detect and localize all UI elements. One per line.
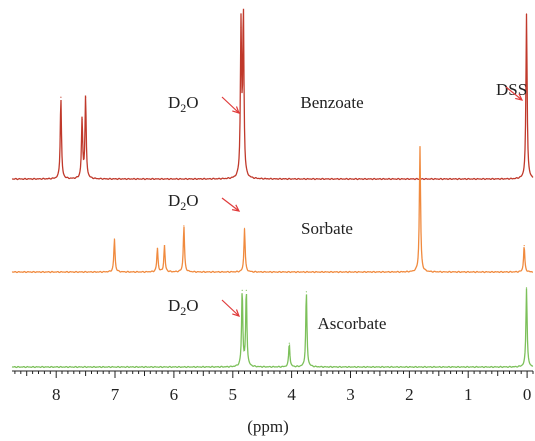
spectrum-trace-ascorbate [11,288,534,369]
peak-marker-sorbate-6 [523,245,525,247]
series-label-ascorbate: Ascorbate [318,314,387,333]
peak-marker-ascorbate-4 [525,287,528,289]
peak-marker-sorbate-1 [156,247,158,249]
x-tick-label-1: 1 [464,385,473,404]
peak-marker-sorbate-5 [419,146,421,148]
peak-marker-sorbate-2 [163,245,166,247]
peak-marker-ascorbate-2 [288,342,290,344]
series-label-sorbate: Sorbate [301,219,353,238]
x-tick-label-7: 7 [111,385,120,404]
annotation-arrow-line-d2o-sorbate [221,197,240,212]
peak-marker-ascorbate-0 [241,289,243,291]
annotation-arrow-line-d2o-ascorbate [221,299,240,317]
annotation-arrow-line-d2o-benzoate [221,96,240,114]
spectrum-trace-sorbate [11,146,533,274]
x-tick-label-0: 0 [523,385,532,404]
annotation-d2o-sorbate: D2O [168,191,199,213]
peak-marker-ascorbate-1 [245,289,247,291]
annotation-arrowhead-d2o-ascorbate [232,309,241,317]
x-tick-label-2: 2 [405,385,414,404]
spectrum-trace-benzoate [11,8,534,181]
peak-marker-benzoate-5 [525,13,528,15]
peak-marker-sorbate-3 [183,225,185,227]
annotation-arrowhead-d2o-sorbate [231,204,241,212]
annotations-group: Benzoate Sorbate Ascorbate D2O DSS D2O D2O [168,80,527,333]
peak-marker-benzoate-3 [240,26,242,28]
peak-marker-ascorbate-3 [305,291,307,293]
x-axis-title: (ppm) [247,417,289,436]
peak-marker-sorbate-0 [113,238,115,240]
peak-marker-benzoate-0 [60,96,62,98]
peak-marker-benzoate-1 [81,119,83,121]
spectra-group [11,8,534,369]
annotation-dss: DSS [496,80,527,99]
peak-marker-benzoate-4 [242,13,244,15]
x-tick-label-8: 8 [52,385,61,404]
x-tick-label-4: 4 [287,385,296,404]
x-axis: 8 7 6 5 4 3 2 1 0 [12,370,534,404]
x-tick-label-5: 5 [229,385,238,404]
peak-marker-sorbate-4 [243,227,246,229]
x-tick-label-3: 3 [346,385,355,404]
series-label-benzoate: Benzoate [300,93,363,112]
x-tick-label-6: 6 [170,385,179,404]
peak-marker-benzoate-2 [85,96,87,98]
annotation-arrow-line-dss [505,86,523,101]
annotation-d2o-benzoate: D2O [168,93,199,115]
annotation-arrowhead-dss [515,93,524,101]
annotation-arrowhead-d2o-benzoate [232,106,241,114]
annotation-d2o-ascorbate: D2O [168,296,199,318]
